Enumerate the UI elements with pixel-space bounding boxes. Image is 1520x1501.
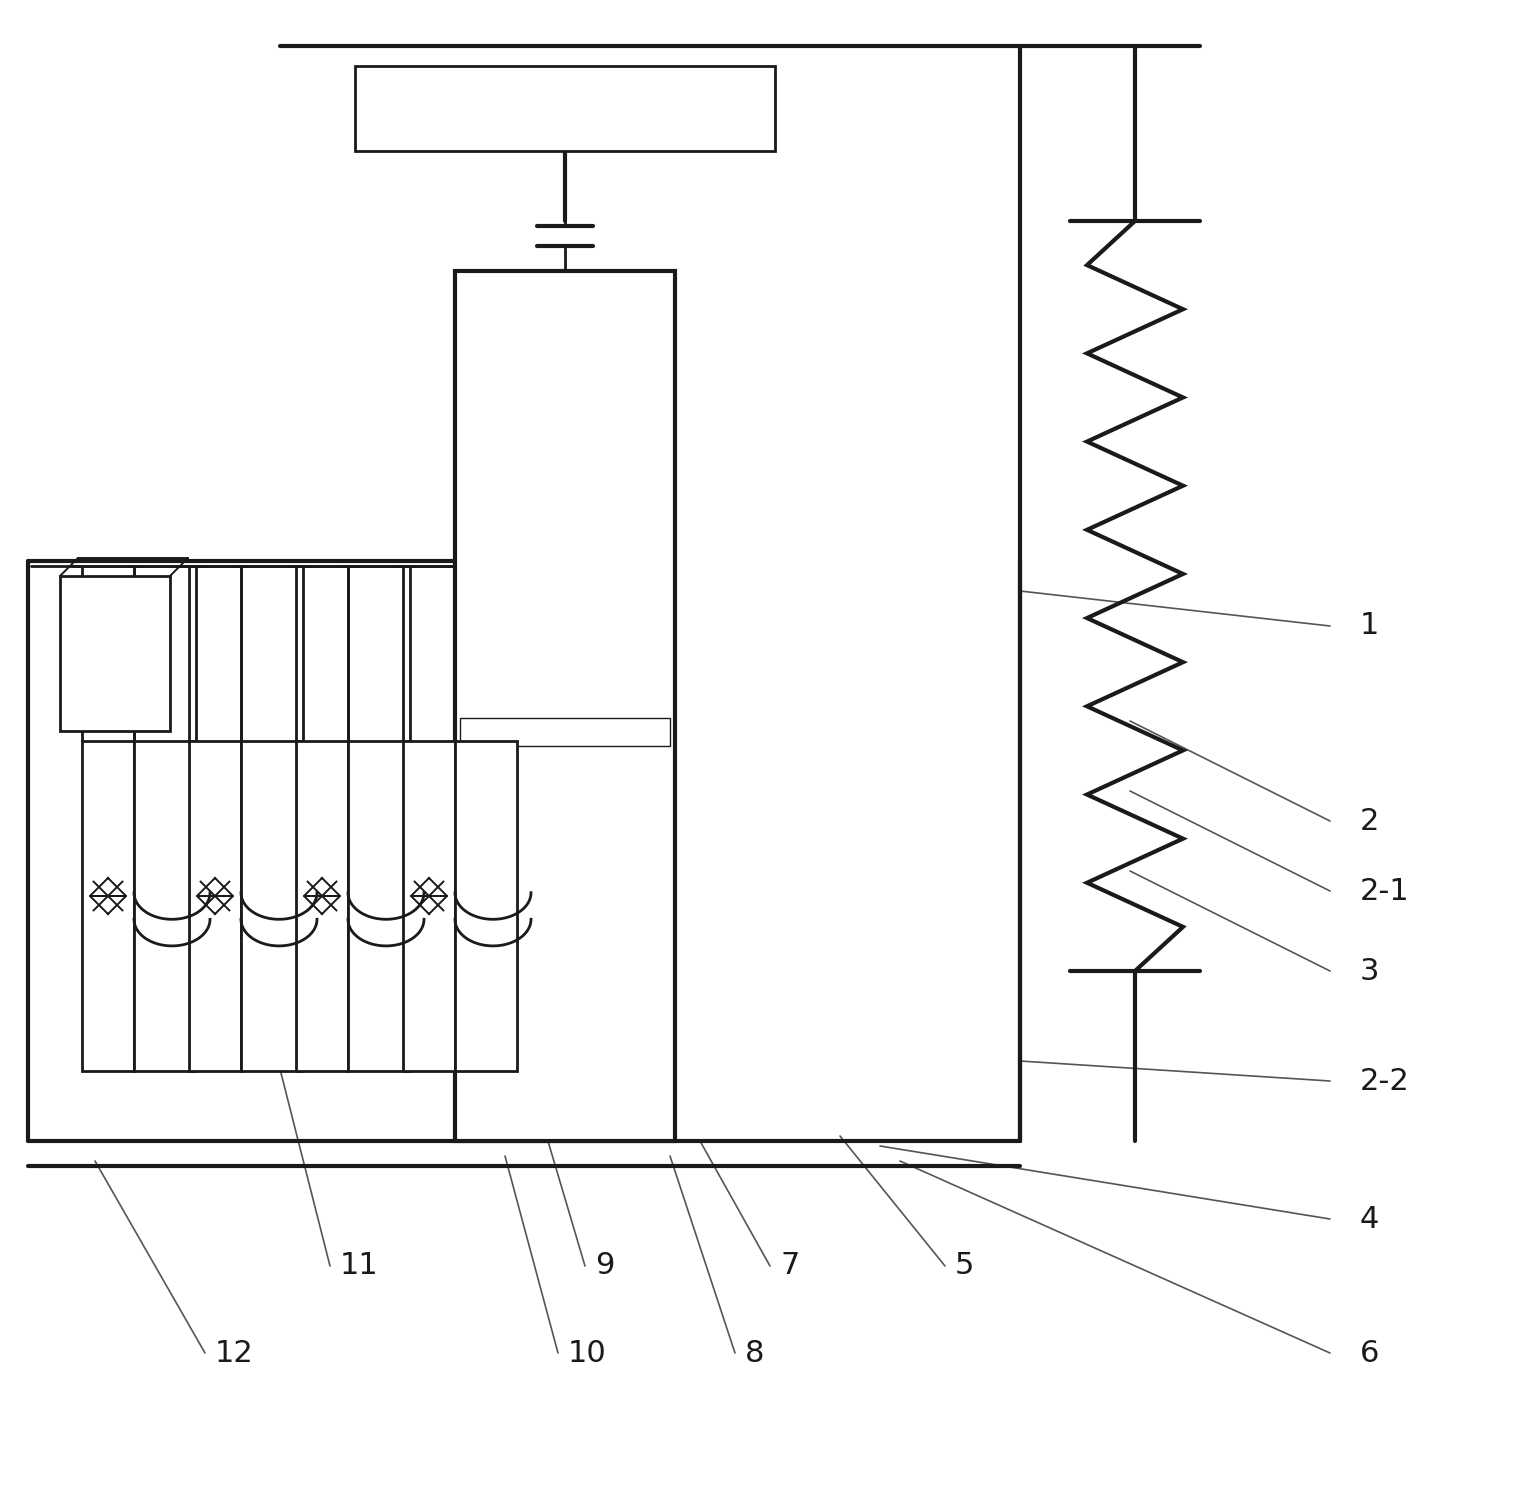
Bar <box>188 741 242 1072</box>
Bar <box>454 272 675 1141</box>
Text: 12: 12 <box>214 1339 254 1367</box>
Text: 2-1: 2-1 <box>1360 877 1409 905</box>
Bar <box>82 741 134 1072</box>
Text: 1: 1 <box>1360 611 1379 641</box>
Bar <box>461 717 670 746</box>
Text: 8: 8 <box>745 1339 765 1367</box>
Bar <box>134 741 196 1072</box>
Bar <box>356 66 775 152</box>
Bar <box>242 741 302 1072</box>
Text: 2: 2 <box>1360 806 1379 836</box>
Text: 10: 10 <box>568 1339 606 1367</box>
Bar <box>403 741 454 1072</box>
Text: 9: 9 <box>594 1252 614 1280</box>
Bar <box>348 741 410 1072</box>
Text: 7: 7 <box>780 1252 800 1280</box>
Bar <box>59 576 170 731</box>
Text: 6: 6 <box>1360 1339 1379 1367</box>
Bar <box>454 741 517 1072</box>
Text: 5: 5 <box>955 1252 974 1280</box>
Text: 2-2: 2-2 <box>1360 1067 1409 1096</box>
Text: 4: 4 <box>1360 1204 1379 1234</box>
Text: 11: 11 <box>340 1252 378 1280</box>
Bar <box>296 741 348 1072</box>
Text: 3: 3 <box>1360 956 1380 986</box>
